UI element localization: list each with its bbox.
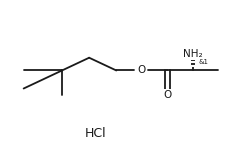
Text: &1: &1 bbox=[198, 59, 208, 65]
Text: NH₂: NH₂ bbox=[183, 49, 203, 60]
Text: O: O bbox=[163, 90, 171, 100]
Text: O: O bbox=[137, 65, 145, 75]
Text: HCl: HCl bbox=[84, 127, 106, 140]
